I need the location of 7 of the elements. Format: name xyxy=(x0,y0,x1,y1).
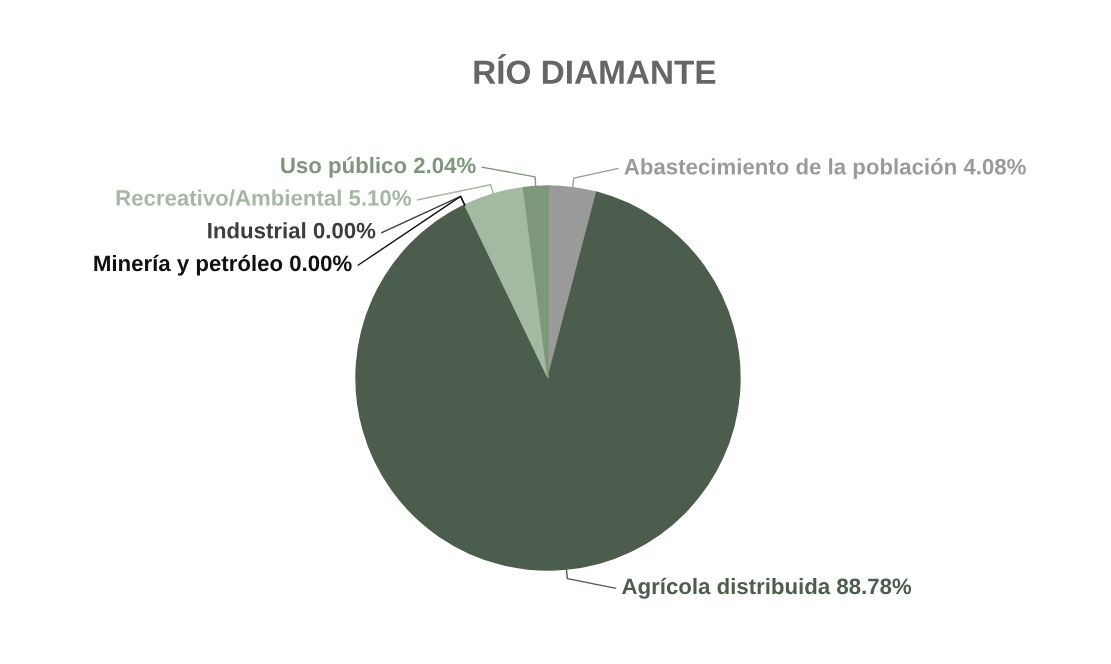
category-label: Minería y petróleo 0.00% xyxy=(94,254,352,276)
category-label: Industrial 0.00% xyxy=(208,222,376,239)
slice-label: Uso público 2.04% xyxy=(281,156,476,178)
slice-label: Recreativo/Ambiental 5.10% xyxy=(116,189,411,207)
slice-label: Abastecimiento de la población 4.08% xyxy=(624,158,1026,179)
slice-label: Agrícola distribuida 88.78% xyxy=(622,577,912,599)
chart-title: RÍO DIAMANTE xyxy=(474,54,716,84)
